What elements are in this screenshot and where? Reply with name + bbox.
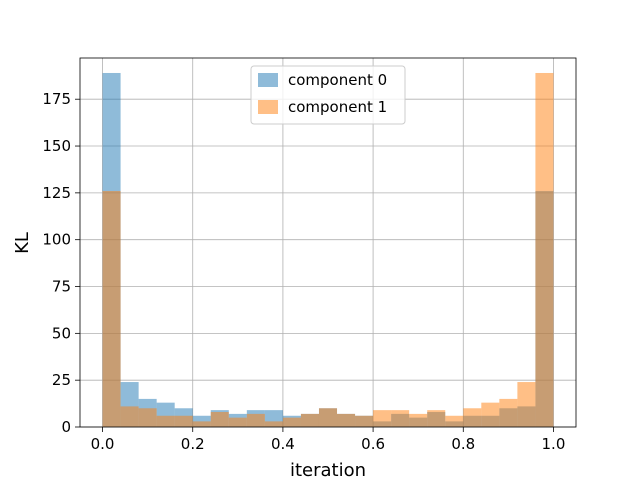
bar-component-1-bin-22 — [499, 398, 518, 427]
bar-component-1-bin-24 — [535, 72, 554, 427]
bar-component-1-bin-17 — [409, 413, 428, 427]
bar-component-1-bin-11 — [300, 413, 319, 427]
y-tick-label: 0 — [61, 418, 71, 436]
x-axis-ticks: 0.0 0.2 0.4 0.6 0.8 1.0 — [91, 427, 566, 453]
bar-component-1-bin-23 — [517, 382, 536, 427]
legend-swatch-component-0 — [258, 73, 278, 87]
bar-component-1-bin-2 — [138, 408, 157, 427]
bar-component-1-bin-7 — [228, 417, 247, 427]
bar-component-1-bin-16 — [391, 410, 410, 427]
bar-component-1-bin-5 — [192, 421, 211, 427]
bar-component-1-bin-13 — [337, 413, 356, 427]
legend-label-component-0: component 0 — [288, 71, 387, 89]
bars — [102, 72, 554, 427]
bar-component-1-bin-21 — [481, 402, 500, 427]
y-tick-label: 100 — [42, 231, 71, 249]
y-tick-label: 25 — [52, 371, 71, 389]
bar-component-1-bin-18 — [427, 410, 446, 427]
bar-component-1-bin-8 — [246, 413, 265, 427]
legend: component 0 component 1 — [250, 65, 406, 125]
y-axis-title: KL — [12, 232, 33, 254]
x-tick-label: 0.0 — [91, 435, 115, 453]
bar-component-1-bin-12 — [318, 408, 338, 427]
bar-component-1-bin-9 — [264, 421, 283, 427]
y-tick-label: 175 — [42, 90, 71, 108]
legend-box — [250, 65, 406, 125]
y-tick-label: 75 — [52, 278, 71, 296]
y-axis-ticks: 0 25 50 75 100 125 150 175 — [42, 90, 80, 436]
x-axis-title: iteration — [290, 460, 366, 480]
bar-component-1-bin-4 — [174, 415, 193, 427]
y-tick-label: 50 — [52, 324, 71, 342]
x-tick-label: 0.4 — [271, 435, 295, 453]
legend-swatch-component-1 — [258, 100, 278, 114]
bar-component-1-bin-3 — [156, 415, 175, 427]
bar-component-1-bin-1 — [120, 406, 139, 427]
bar-component-1-bin-20 — [463, 408, 482, 427]
bar-component-1-bin-14 — [355, 415, 374, 427]
y-tick-label: 150 — [42, 137, 71, 155]
bar-component-1-bin-6 — [210, 412, 229, 427]
bar-component-1-bin-15 — [373, 410, 392, 427]
x-tick-label: 0.8 — [451, 435, 475, 453]
bar-component-1-bin-10 — [282, 417, 301, 427]
x-tick-label: 0.6 — [361, 435, 385, 453]
plot-frame — [79, 57, 577, 428]
bar-component-1-bin-19 — [445, 415, 464, 427]
x-tick-label: 0.2 — [181, 435, 205, 453]
y-tick-label: 125 — [42, 184, 71, 202]
x-tick-label: 1.0 — [542, 435, 566, 453]
legend-label-component-1: component 1 — [288, 98, 387, 116]
bar-component-1-bin-0 — [102, 190, 121, 427]
